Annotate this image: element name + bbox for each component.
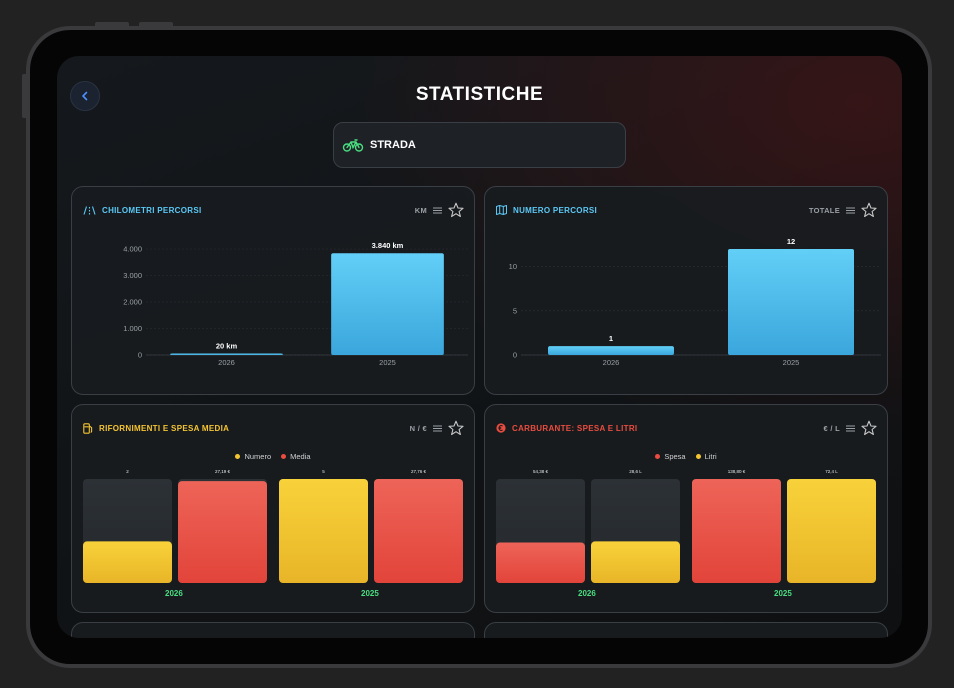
bar [374,479,463,583]
x-tick-label: 2025 [783,358,800,367]
top-button [139,22,173,26]
data-label: 27,19 € [215,469,231,474]
data-label: 20 km [216,342,238,351]
y-tick-label: 2.000 [123,298,142,307]
data-label: 72,4 L [825,469,838,474]
data-label: 12 [787,237,795,246]
bar [692,479,781,583]
page-title: STATISTICHE [415,84,544,105]
year-label: 2025 [361,589,379,598]
menu-icon[interactable] [433,425,442,432]
menu-icon[interactable] [846,207,855,214]
fuel-cost-chart: 54,38 € 28,6 L 138,80 € 72,4 L [496,469,876,583]
x-tick-label: 2026 [218,358,235,367]
screen: STATISTICHE STRADA CHILOMETRI PERCORSI K… [57,56,902,638]
card-title: RIFORNIMENTI E SPESA MEDIA [99,423,230,433]
chevron-left-icon [82,91,88,101]
y-tick-label: 0 [138,351,142,360]
bar [331,253,444,355]
data-label: 54,38 € [533,469,549,474]
bar [496,542,585,583]
data-label: 2 [126,469,129,474]
km-chart: 4.000 3.000 2.000 1.000 0 20 km 2026 3.840 km 20… [123,241,468,367]
euro-icon [496,423,506,433]
star-icon[interactable] [861,420,877,436]
km-card: CHILOMETRI PERCORSI KM 4.000 3.000 2.000 1.… [71,186,475,395]
bar [548,346,674,355]
legend: Numero Media [72,452,474,461]
vehicle-selector[interactable]: STRADA [333,122,626,168]
y-tick-label: 0 [513,351,517,360]
y-tick-label: 4.000 [123,245,142,254]
vehicle-label: STRADA [370,139,416,151]
bar [728,249,854,355]
star-icon[interactable] [448,420,464,436]
unit-label: € / L [823,423,840,433]
legend-item: Litri [695,452,717,461]
year-label: 2025 [774,589,792,598]
data-label: 1 [609,334,613,343]
unit-label: KM [414,205,427,215]
unit-label: TOTALE [808,205,840,215]
data-label: 5 [322,469,325,474]
y-tick-label: 5 [513,306,517,315]
top-button [95,22,129,26]
side-button [22,74,26,118]
y-tick-label: 10 [509,262,517,271]
legend-item: Numero [235,452,271,461]
data-label: 3.840 km [372,241,404,250]
y-tick-label: 1.000 [123,324,142,333]
road-icon [83,205,96,215]
star-icon[interactable] [448,202,464,218]
map-icon [496,205,507,215]
trips-chart: 10 5 0 1 2026 12 2025 [509,237,881,367]
x-tick-label: 2026 [603,358,620,367]
y-tick-label: 3.000 [123,271,142,280]
star-icon[interactable] [861,202,877,218]
data-label: 27,76 € [411,469,427,474]
bar [170,353,283,355]
fuel-icon [83,422,93,434]
card-title: NUMERO PERCORSI [513,205,598,215]
bar [279,479,368,583]
legend-item: Spesa [655,452,686,461]
legend-item: Media [281,452,311,461]
refuel-card: RIFORNIMENTI E SPESA MEDIA N / € Numero … [71,404,475,613]
data-label: 138,80 € [728,469,746,474]
x-tick-label: 2025 [379,358,396,367]
unit-label: N / € [409,423,427,433]
card-title: CHILOMETRI PERCORSI [102,205,202,215]
year-label: 2026 [578,589,596,598]
year-label: 2026 [165,589,183,598]
bar [787,479,876,583]
bar [83,541,172,583]
bar [178,481,267,583]
next-card [484,622,888,638]
next-card [71,622,475,638]
data-label: 28,6 L [629,469,642,474]
back-button[interactable] [70,81,100,111]
menu-icon[interactable] [846,425,855,432]
card-title: CARBURANTE: SPESA E LITRI [512,423,638,433]
bar [591,541,680,583]
fuel-cost-card: CARBURANTE: SPESA E LITRI € / L Spesa Li… [484,404,888,613]
refuel-chart: 2 27,19 € 5 27,76 € [83,469,463,583]
motorcycle-icon [342,139,364,152]
menu-icon[interactable] [433,207,442,214]
trips-card: NUMERO PERCORSI TOTALE 10 5 0 1 2026 12 2025 [484,186,888,395]
legend: Spesa Litri [485,452,887,461]
